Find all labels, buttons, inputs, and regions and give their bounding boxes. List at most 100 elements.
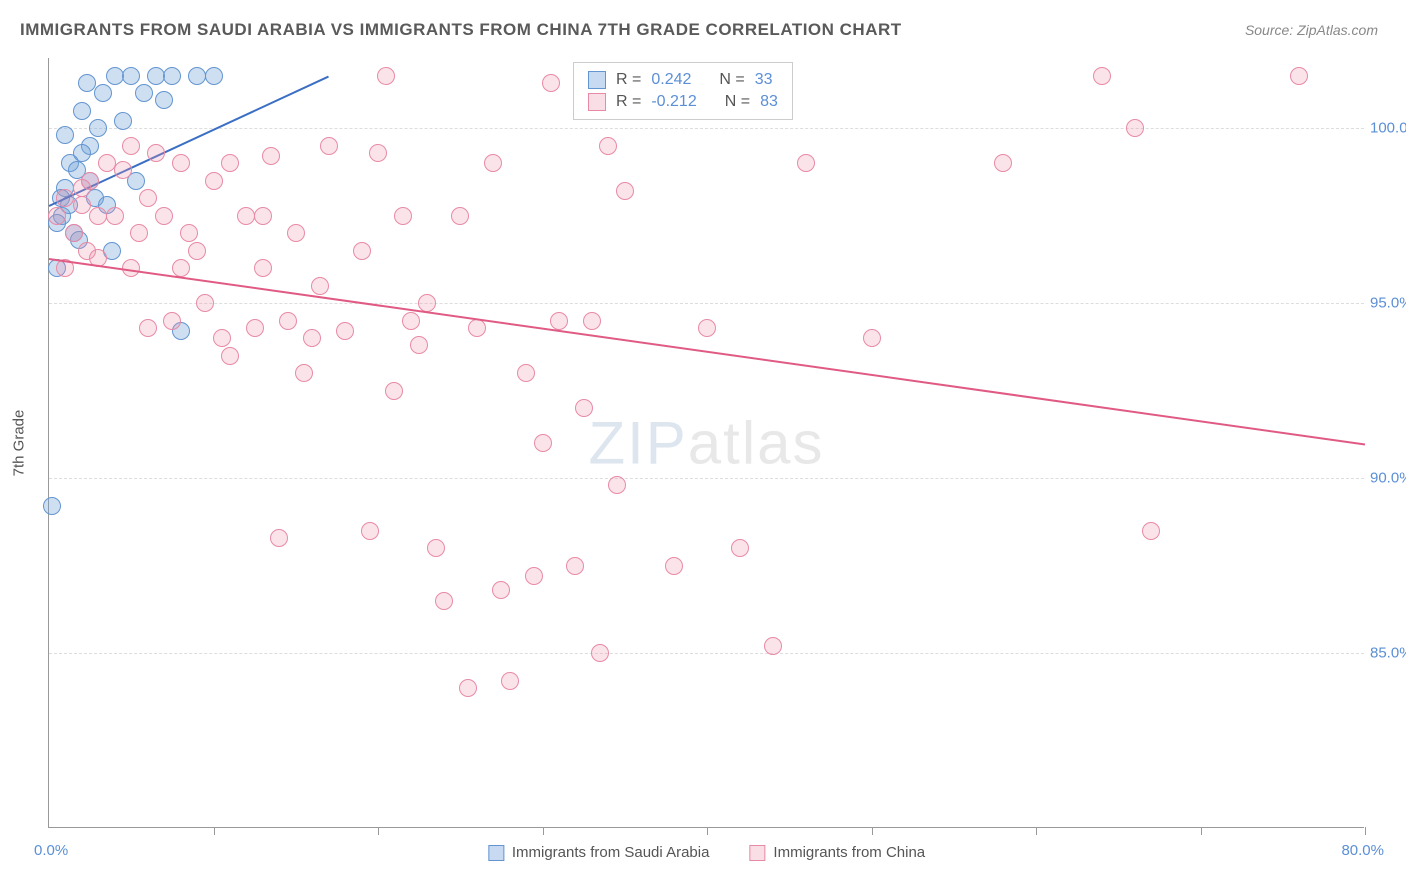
n-value-china: 83 [760,93,778,111]
legend-item-saudi: Immigrants from Saudi Arabia [488,844,710,861]
x-tick [1201,827,1202,835]
data-point [163,67,181,85]
swatch-icon [488,845,504,861]
plot-area: 7th Grade ZIPatlas R = 0.242 N = 33 R = … [48,58,1364,828]
data-point [336,322,354,340]
data-point [863,329,881,347]
data-point [427,539,445,557]
data-point [295,364,313,382]
data-point [43,497,61,515]
data-point [591,644,609,662]
trend-line-china [49,258,1365,445]
data-point [172,259,190,277]
correlation-stats-box: R = 0.242 N = 33 R = -0.212 N = 83 [573,62,793,120]
data-point [155,91,173,109]
data-point [135,84,153,102]
data-point [320,137,338,155]
data-point [1093,67,1111,85]
data-point [377,67,395,85]
data-point [130,224,148,242]
y-axis-title: 7th Grade [11,409,28,476]
data-point [196,294,214,312]
data-point [517,364,535,382]
data-point [1290,67,1308,85]
data-point [73,196,91,214]
data-point [147,144,165,162]
data-point [221,347,239,365]
y-tick-label: 100.0% [1370,120,1406,137]
legend: Immigrants from Saudi Arabia Immigrants … [488,844,925,861]
data-point [205,67,223,85]
data-point [78,74,96,92]
data-point [353,242,371,260]
x-tick [1365,827,1366,835]
n-value-saudi: 33 [755,71,773,89]
data-point [608,476,626,494]
gridline [49,653,1364,654]
data-point [369,144,387,162]
data-point [385,382,403,400]
data-point [287,224,305,242]
source-attribution: Source: ZipAtlas.com [1245,22,1378,38]
swatch-icon [588,93,606,111]
data-point [254,207,272,225]
data-point [1142,522,1160,540]
data-point [73,144,91,162]
data-point [56,189,74,207]
data-point [89,119,107,137]
watermark: ZIPatlas [588,408,824,477]
data-point [459,679,477,697]
data-point [550,312,568,330]
data-point [73,179,91,197]
x-tick [1036,827,1037,835]
data-point [221,154,239,172]
data-point [106,207,124,225]
r-value-china: -0.212 [651,93,696,111]
y-tick-label: 95.0% [1370,295,1406,312]
data-point [501,672,519,690]
data-point [139,319,157,337]
x-tick [543,827,544,835]
x-tick [707,827,708,835]
data-point [139,189,157,207]
chart-title: IMMIGRANTS FROM SAUDI ARABIA VS IMMIGRAN… [20,20,902,40]
data-point [94,84,112,102]
data-point [361,522,379,540]
data-point [665,557,683,575]
stats-row-saudi: R = 0.242 N = 33 [588,69,778,91]
data-point [56,126,74,144]
data-point [188,242,206,260]
chart-container: IMMIGRANTS FROM SAUDI ARABIA VS IMMIGRAN… [0,0,1406,892]
data-point [205,172,223,190]
data-point [270,529,288,547]
data-point [106,67,124,85]
source-label: Source: [1245,22,1297,38]
source-link[interactable]: ZipAtlas.com [1297,22,1378,38]
data-point [451,207,469,225]
legend-label: Immigrants from Saudi Arabia [512,844,710,861]
x-tick [378,827,379,835]
data-point [542,74,560,92]
data-point [435,592,453,610]
data-point [698,319,716,337]
data-point [797,154,815,172]
data-point [575,399,593,417]
data-point [188,67,206,85]
x-axis-end-label: 80.0% [1341,842,1384,859]
data-point [114,161,132,179]
data-point [484,154,502,172]
gridline [49,303,1364,304]
data-point [262,147,280,165]
data-point [764,637,782,655]
data-point [616,182,634,200]
data-point [48,207,66,225]
data-point [534,434,552,452]
data-point [599,137,617,155]
data-point [994,154,1012,172]
data-point [122,67,140,85]
data-point [163,312,181,330]
data-point [65,224,83,242]
data-point [731,539,749,557]
y-tick-label: 90.0% [1370,470,1406,487]
data-point [583,312,601,330]
